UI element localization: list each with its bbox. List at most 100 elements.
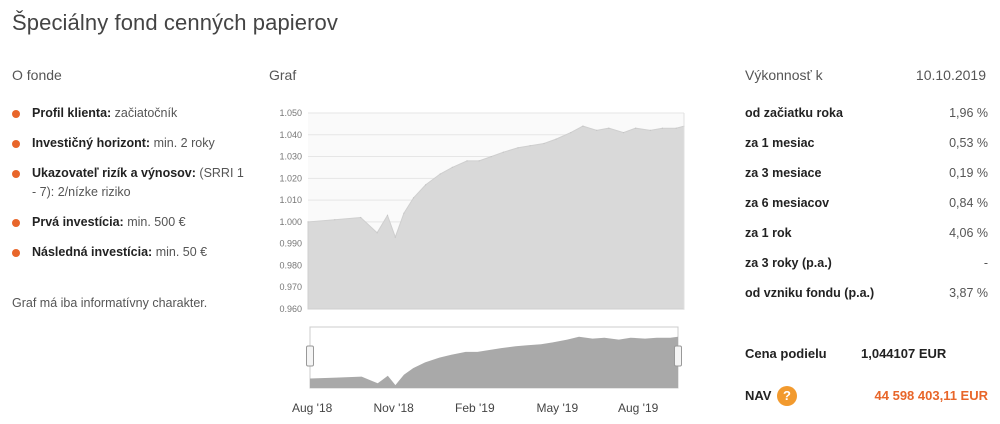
data-point <box>649 129 651 131</box>
data-point <box>608 127 610 129</box>
nav-chart[interactable]: 1.050 1.040 1.030 1.020 1.010 1.000 0.990 0.980… <box>262 96 692 326</box>
data-point <box>478 160 480 162</box>
performance-value: 4,06 % <box>949 226 988 240</box>
y-tick-label: 1.010 <box>279 195 302 205</box>
data-point <box>334 219 336 221</box>
table-row: za 3 roky (p.a.) - <box>745 248 988 278</box>
y-tick-label: 0.990 <box>279 239 302 249</box>
bullet-icon <box>12 140 20 148</box>
data-point <box>596 129 598 131</box>
performance-value: 0,84 % <box>949 196 988 210</box>
data-point <box>622 132 625 134</box>
data-point <box>394 236 396 238</box>
performance-label: za 3 mesiace <box>745 166 822 180</box>
navigator-right-handle[interactable] <box>674 345 682 367</box>
data-point <box>555 138 557 140</box>
about-item-horizon: Investičný horizont: min. 2 roky <box>12 134 247 153</box>
help-icon[interactable]: ? <box>777 386 797 406</box>
data-point <box>490 156 492 158</box>
navigator-series <box>310 336 678 388</box>
performance-date: 10.10.2019 <box>915 67 986 83</box>
table-row: od začiatku roka 1,96 % <box>745 98 988 128</box>
area-series <box>307 125 685 310</box>
bullet-icon <box>12 110 20 118</box>
performance-value: 1,96 % <box>949 106 988 120</box>
about-item-client-profile: Profil klienta: začiatočník <box>12 104 247 123</box>
data-point <box>425 184 427 186</box>
chart-navigator[interactable]: Aug '18 Nov '18 Feb '19 May '19 Aug '19 <box>262 322 692 422</box>
data-point <box>403 212 405 214</box>
chart-disclaimer: Graf má iba informatívny charakter. <box>12 296 208 310</box>
about-item-label: Profil klienta: <box>32 106 112 120</box>
data-point <box>570 132 572 134</box>
about-item-first-investment: Prvá investícia: min. 500 € <box>12 213 247 232</box>
about-heading: O fonde <box>12 67 62 83</box>
performance-label: za 1 rok <box>745 226 792 240</box>
data-point <box>376 232 378 234</box>
about-item-label: Investičný horizont: <box>32 136 151 150</box>
performance-heading: Výkonnosť k <box>745 67 823 83</box>
performance-value: 0,53 % <box>949 136 988 150</box>
data-point <box>386 214 389 216</box>
y-tick-label: 1.050 <box>279 108 302 118</box>
performance-value: 3,87 % <box>949 286 988 300</box>
performance-value: 0,19 % <box>949 166 988 180</box>
data-point <box>582 125 584 127</box>
x-tick-label: Aug '19 <box>618 401 659 415</box>
about-list: Profil klienta: začiatočník Investičný h… <box>12 104 247 273</box>
unit-price-value: 1,044107 EUR <box>861 346 947 361</box>
performance-label: za 6 mesiacov <box>745 196 830 210</box>
data-point <box>543 142 545 145</box>
page-title: Špeciálny fond cenných papierov <box>12 10 338 35</box>
about-item-value: začiatočník <box>114 106 178 120</box>
bullet-icon <box>12 219 20 227</box>
unit-price-label: Cena podielu <box>745 346 827 361</box>
about-item-label: Ukazovateľ rizík a výnosov: <box>32 166 196 180</box>
data-point <box>661 127 663 129</box>
nav-value: 44 598 403,11 EUR <box>874 388 988 403</box>
about-item-value: min. 50 € <box>155 245 208 259</box>
chart-heading: Graf <box>269 67 297 83</box>
y-tick-label: 1.030 <box>279 152 302 162</box>
data-point <box>466 160 468 162</box>
about-item-label: Prvá investícia: <box>32 215 124 229</box>
data-point <box>635 127 637 129</box>
data-point <box>412 197 415 199</box>
x-tick-label: Aug '18 <box>292 401 333 415</box>
y-tick-label: 1.000 <box>279 217 302 227</box>
x-tick-label: Nov '18 <box>374 401 415 415</box>
x-tick-label: Feb '19 <box>455 401 495 415</box>
performance-value: - <box>983 256 988 270</box>
data-point <box>307 221 309 223</box>
about-item-label: Následná investícia: <box>32 245 153 259</box>
nav-label: NAV <box>745 388 772 403</box>
performance-label: od vzniku fondu (p.a.) <box>745 286 875 300</box>
performance-label: za 3 roky (p.a.) <box>745 256 832 270</box>
table-row: za 1 rok 4,06 % <box>745 218 988 248</box>
about-item-value: min. 500 € <box>127 215 186 229</box>
data-point <box>439 173 441 175</box>
y-tick-label: 0.960 <box>279 304 302 314</box>
performance-label: za 1 mesiac <box>745 136 815 150</box>
performance-label: od začiatku roka <box>745 106 843 120</box>
bullet-icon <box>12 249 20 257</box>
data-point <box>517 147 519 149</box>
data-point <box>529 145 531 147</box>
data-point <box>360 216 362 219</box>
about-item-next-investment: Následná investícia: min. 50 € <box>12 243 247 262</box>
navigator-left-handle[interactable] <box>306 345 314 367</box>
about-item-value: (SRRI 1 - 7): 2/nízke riziko <box>32 166 244 199</box>
performance-table: od začiatku roka 1,96 % za 1 mesiac 0,53 %… <box>745 98 988 308</box>
table-row: za 6 mesiacov 0,84 % <box>745 188 988 218</box>
data-point <box>451 166 453 168</box>
y-tick-label: 0.970 <box>279 282 302 292</box>
y-tick-label: 0.980 <box>279 260 302 270</box>
data-point <box>675 127 677 129</box>
about-item-value: min. 2 roky <box>153 136 215 150</box>
table-row: od vzniku fondu (p.a.) 3,87 % <box>745 278 988 308</box>
data-point <box>502 151 504 153</box>
table-row: za 3 mesiace 0,19 % <box>745 158 988 188</box>
bullet-icon <box>12 170 20 178</box>
x-tick-label: May '19 <box>537 401 579 415</box>
y-tick-label: 1.020 <box>279 173 302 183</box>
